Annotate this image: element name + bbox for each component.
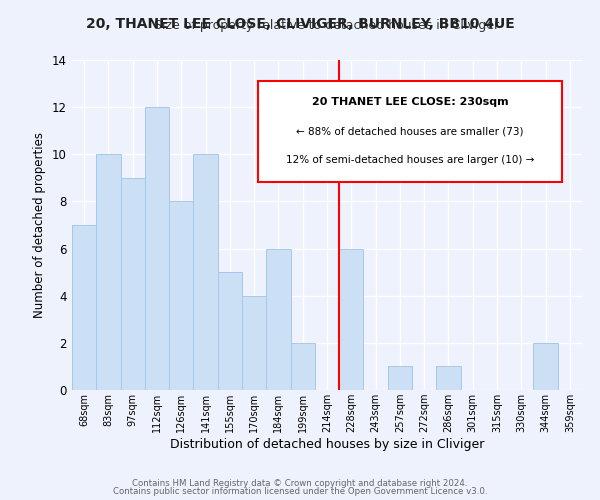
Bar <box>145 107 169 390</box>
FancyBboxPatch shape <box>258 82 562 182</box>
Bar <box>388 366 412 390</box>
Text: ← 88% of detached houses are smaller (73): ← 88% of detached houses are smaller (73… <box>296 127 524 137</box>
Y-axis label: Number of detached properties: Number of detached properties <box>33 132 46 318</box>
Bar <box>169 202 193 390</box>
Bar <box>436 366 461 390</box>
X-axis label: Distribution of detached houses by size in Cliviger: Distribution of detached houses by size … <box>170 438 484 451</box>
Bar <box>72 225 96 390</box>
Text: Contains public sector information licensed under the Open Government Licence v3: Contains public sector information licen… <box>113 487 487 496</box>
Text: Contains HM Land Registry data © Crown copyright and database right 2024.: Contains HM Land Registry data © Crown c… <box>132 478 468 488</box>
Bar <box>218 272 242 390</box>
Bar <box>193 154 218 390</box>
Bar <box>290 343 315 390</box>
Text: 20, THANET LEE CLOSE, CLIVIGER, BURNLEY, BB10 4UE: 20, THANET LEE CLOSE, CLIVIGER, BURNLEY,… <box>86 18 514 32</box>
Bar <box>96 154 121 390</box>
Bar <box>266 248 290 390</box>
Bar <box>242 296 266 390</box>
Bar <box>339 248 364 390</box>
Bar <box>533 343 558 390</box>
Text: 12% of semi-detached houses are larger (10) →: 12% of semi-detached houses are larger (… <box>286 155 534 165</box>
Title: Size of property relative to detached houses in Cliviger: Size of property relative to detached ho… <box>154 20 500 32</box>
Text: 20 THANET LEE CLOSE: 230sqm: 20 THANET LEE CLOSE: 230sqm <box>311 96 508 106</box>
Bar <box>121 178 145 390</box>
